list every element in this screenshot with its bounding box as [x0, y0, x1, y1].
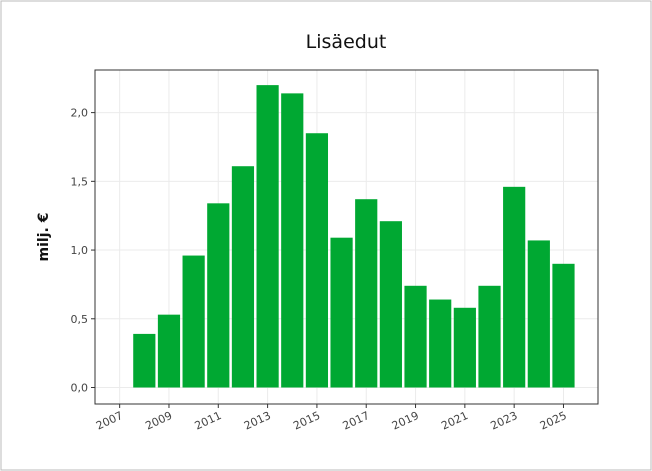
y-tick-label: 1,5	[71, 175, 89, 188]
y-tick-label: 0,5	[71, 313, 89, 326]
bar	[133, 333, 156, 388]
bar	[527, 240, 550, 388]
y-tick-label: 1,0	[71, 244, 89, 257]
bar	[182, 255, 205, 388]
bar	[305, 133, 329, 388]
bar	[429, 299, 452, 388]
bar	[404, 285, 427, 388]
bar	[281, 93, 304, 388]
bar	[157, 314, 181, 388]
bar	[256, 85, 279, 388]
bar	[379, 221, 402, 388]
y-tick-label: 0,0	[71, 382, 89, 395]
bar	[207, 203, 230, 388]
bar	[231, 166, 255, 388]
bar	[330, 237, 353, 388]
y-tick-label: 2,0	[71, 107, 89, 120]
bar	[552, 263, 575, 388]
bar	[478, 285, 501, 388]
bar	[355, 199, 378, 388]
bar	[503, 186, 526, 388]
bar	[453, 307, 476, 388]
chart-title: Lisäedut	[306, 31, 387, 53]
y-axis-label: milj. €	[36, 213, 52, 262]
plot-border	[94, 69, 599, 405]
